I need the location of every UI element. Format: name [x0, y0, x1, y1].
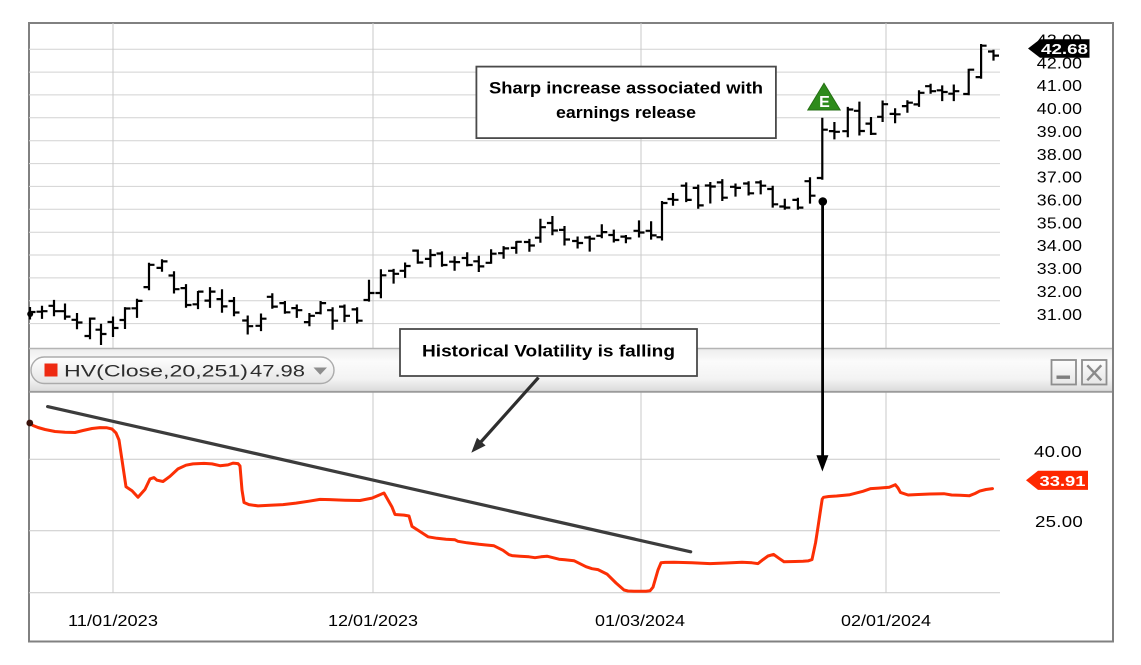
svg-text:HV(Close,20,251): HV(Close,20,251) — [64, 363, 248, 381]
svg-text:34.00: 34.00 — [1037, 238, 1083, 255]
svg-text:42.00: 42.00 — [1037, 55, 1083, 72]
svg-text:41.00: 41.00 — [1037, 78, 1083, 95]
svg-text:47.98: 47.98 — [250, 363, 305, 381]
svg-text:35.00: 35.00 — [1037, 215, 1083, 232]
svg-text:37.00: 37.00 — [1037, 170, 1083, 187]
svg-text:33.00: 33.00 — [1037, 261, 1083, 278]
svg-text:E: E — [819, 94, 830, 111]
svg-text:02/01/2024: 02/01/2024 — [841, 613, 931, 630]
svg-text:12/01/2023: 12/01/2023 — [328, 613, 418, 630]
svg-text:earnings release: earnings release — [556, 103, 696, 122]
svg-text:39.00: 39.00 — [1037, 124, 1083, 141]
svg-text:31.00: 31.00 — [1037, 307, 1083, 324]
svg-text:38.00: 38.00 — [1037, 147, 1083, 164]
svg-text:40.00: 40.00 — [1034, 444, 1082, 461]
svg-text:Sharp increase associated with: Sharp increase associated with — [489, 78, 763, 97]
svg-text:33.91: 33.91 — [1040, 473, 1086, 490]
svg-text:32.00: 32.00 — [1037, 284, 1083, 301]
svg-text:11/01/2023: 11/01/2023 — [68, 613, 158, 630]
svg-text:Historical Volatility is falli: Historical Volatility is falling — [422, 342, 675, 361]
svg-text:40.00: 40.00 — [1037, 101, 1083, 118]
svg-text:36.00: 36.00 — [1037, 193, 1083, 210]
svg-text:01/03/2024: 01/03/2024 — [595, 613, 685, 630]
svg-text:25.00: 25.00 — [1035, 514, 1083, 531]
svg-text:42.68: 42.68 — [1041, 41, 1088, 58]
